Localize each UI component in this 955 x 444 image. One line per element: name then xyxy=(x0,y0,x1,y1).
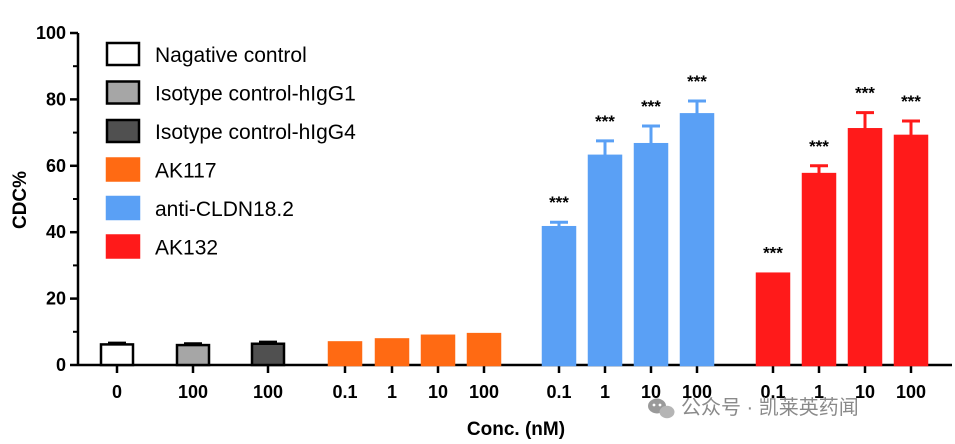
x-tick-label: 0.1 xyxy=(760,382,785,402)
bar xyxy=(541,225,577,367)
wechat-icon xyxy=(648,398,675,419)
y-tick-label: 60 xyxy=(46,156,66,176)
x-tick-label: 100 xyxy=(682,382,712,402)
x-tick-label: 10 xyxy=(641,382,661,402)
watermark: 公众号 · 凯莱英药闻 xyxy=(648,396,859,419)
bar xyxy=(633,142,669,367)
legend-swatch xyxy=(105,118,141,144)
x-tick-label: 0.1 xyxy=(546,382,571,402)
significance-label: *** xyxy=(687,72,707,91)
bar xyxy=(250,342,286,367)
x-tick-label: 100 xyxy=(253,382,283,402)
significance-label: *** xyxy=(901,92,921,111)
legend-swatch xyxy=(105,41,141,67)
x-tick-label: 0 xyxy=(112,382,122,402)
x-tick-label: 1 xyxy=(814,382,824,402)
bar xyxy=(374,338,410,367)
x-tick-label: 1 xyxy=(387,382,397,402)
significance-label: *** xyxy=(855,84,875,103)
legend-swatch xyxy=(105,80,141,105)
bar xyxy=(801,172,837,367)
significance-label: *** xyxy=(763,244,783,263)
significance-label: *** xyxy=(641,97,661,116)
bar xyxy=(466,332,502,367)
x-tick-label: 10 xyxy=(428,382,448,402)
significance-label: *** xyxy=(595,112,615,131)
legend-label: Isotype control-hIgG1 xyxy=(155,83,356,106)
x-tick-label: 1 xyxy=(600,382,610,402)
bar xyxy=(175,343,211,367)
bar xyxy=(587,154,623,367)
bar xyxy=(847,128,883,367)
bar xyxy=(755,272,791,367)
y-tick-label: 40 xyxy=(46,222,66,242)
legend-label: Isotype control-hIgG4 xyxy=(155,121,356,144)
bar xyxy=(893,134,929,367)
bar xyxy=(679,113,715,367)
y-axis-label: CDC% xyxy=(10,171,31,229)
x-tick-label: 100 xyxy=(469,382,499,402)
significance-label: *** xyxy=(549,193,569,212)
legend-label: anti-CLDN18.2 xyxy=(155,198,294,221)
legend-swatch xyxy=(105,195,141,221)
significance-label: *** xyxy=(809,137,829,156)
y-tick-label: 20 xyxy=(46,289,66,309)
x-axis-label: Conc. (nM) xyxy=(467,419,565,440)
legend-swatch xyxy=(105,234,141,259)
x-tick-label: 100 xyxy=(178,382,208,402)
bar xyxy=(99,343,135,367)
legend-label: AK117 xyxy=(155,160,217,183)
x-tick-label: 0.1 xyxy=(332,382,357,402)
y-tick-label: 100 xyxy=(36,23,66,43)
y-tick-label: 80 xyxy=(46,89,66,109)
bar xyxy=(420,334,456,367)
legend-label: Nagative control xyxy=(155,44,307,67)
axes: 0 20 40 60 80 100 0 100 100 0.1 1 10 100 0.1 1 10 100 0.1… xyxy=(36,23,952,402)
legend: Nagative control Isotype control-hIgG1 Iso… xyxy=(105,41,356,260)
bars: *** *** *** *** *** *** *** *** xyxy=(99,72,929,367)
legend-label: AK132 xyxy=(155,237,218,260)
y-tick-label: 0 xyxy=(56,355,66,375)
x-tick-label: 10 xyxy=(855,382,875,402)
x-tick-label: 100 xyxy=(896,382,926,402)
bar xyxy=(327,341,363,367)
legend-swatch xyxy=(105,157,141,182)
watermark-text: 公众号 · 凯莱英药闻 xyxy=(681,396,859,419)
